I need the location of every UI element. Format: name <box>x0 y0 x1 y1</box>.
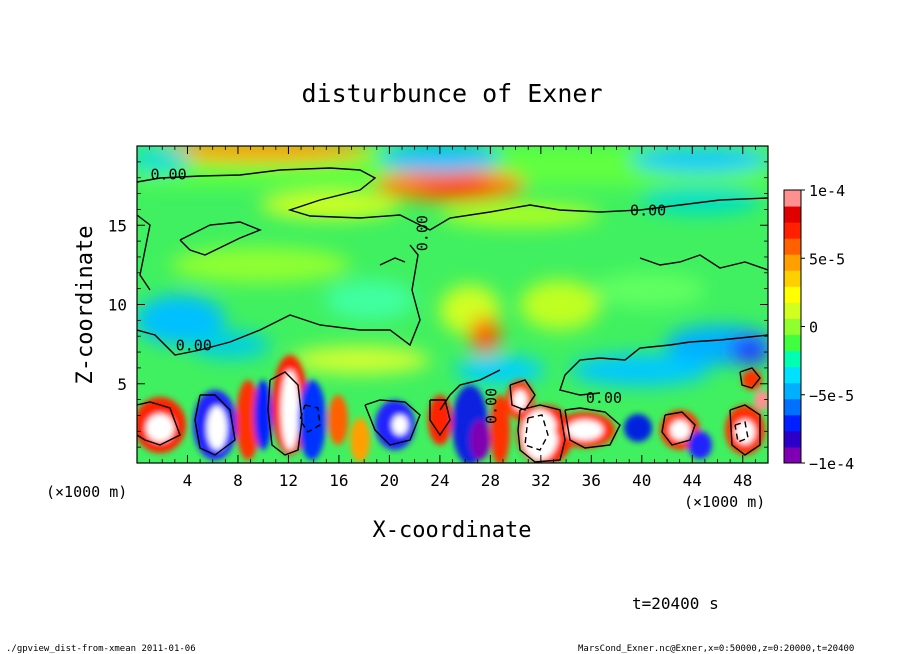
colorbar-swatch <box>784 302 801 319</box>
contour-line <box>517 404 566 463</box>
contour-line <box>137 214 151 291</box>
colorbar-swatch <box>784 398 801 416</box>
colorbar-swatch <box>784 238 801 255</box>
colorbar-swatch <box>784 206 801 223</box>
contour-line <box>559 334 768 396</box>
contour-label: 0.00 <box>630 202 666 220</box>
contour-label: 0.00 <box>413 215 431 251</box>
contour-label: 0.00 <box>483 388 501 424</box>
contour-line <box>509 379 536 411</box>
contour-line <box>267 371 303 456</box>
footer-right: MarsCond_Exner.nc@Exner,x=0:50000,z=0:20… <box>578 644 854 654</box>
contour-label: 0.00 <box>586 389 622 407</box>
contour-line <box>729 404 761 456</box>
x-tick-label: 4 <box>183 471 193 490</box>
contour-line-negative <box>299 404 321 433</box>
heatmap-field <box>137 146 768 386</box>
x-tick-label: 8 <box>233 471 243 490</box>
contour-line <box>179 221 262 256</box>
contour-line <box>194 394 236 456</box>
contour-label: 0.00 <box>176 336 212 354</box>
x-tick-label: 16 <box>329 471 348 490</box>
footer-left: ./gpview_dist-from-xmean 2011-01-06 <box>6 644 196 654</box>
colorbar-swatch <box>784 270 801 287</box>
x-tick-label: 24 <box>430 471 449 490</box>
contour-line <box>137 244 421 356</box>
contour-line <box>661 411 696 446</box>
contour-line <box>137 401 181 446</box>
x-tick-label: 36 <box>582 471 601 490</box>
colorbar-label: −1e-4 <box>809 455 854 473</box>
y-tick-label: 10 <box>108 296 127 315</box>
colorbar-swatch <box>784 222 801 239</box>
contour-line <box>429 399 451 437</box>
colorbar-swatch <box>784 190 801 207</box>
x-tick-label: 40 <box>632 471 651 490</box>
x-axis: 4 8 12 16 20 24 28 32 36 40 44 48 <box>149 146 756 490</box>
contour-label: 0.00 <box>150 165 186 183</box>
contour-line <box>137 167 768 231</box>
contour-line <box>439 369 501 411</box>
y-tick-label: 5 <box>117 375 127 394</box>
chart-title: disturbunce of Exner <box>301 79 602 108</box>
contour-lines <box>137 167 768 463</box>
colorbar-label: 5e-5 <box>809 250 845 268</box>
colorbar-swatch <box>784 446 801 464</box>
contour-line-negative <box>524 414 549 451</box>
colorbar-swatch <box>784 366 801 384</box>
x-tick-label: 12 <box>279 471 298 490</box>
contour-line <box>379 257 406 266</box>
x-tick-label: 44 <box>683 471 702 490</box>
x-unit-right: (×1000 m) <box>684 493 765 511</box>
contour-line <box>639 254 768 271</box>
colorbar-label: 0 <box>809 319 818 337</box>
colorbar-swatch <box>784 382 801 400</box>
colorbar-swatch <box>784 350 801 368</box>
colorbar-swatch <box>784 334 801 352</box>
colorbar-swatch <box>784 286 801 303</box>
contour-line <box>739 367 761 389</box>
colorbar-swatch <box>784 430 801 448</box>
y-tick-label: 15 <box>108 216 127 235</box>
colorbar-swatch <box>784 318 801 336</box>
colorbar: 1e-4 5e-5 0 −5e-5 −1e-4 <box>783 182 854 473</box>
colorbar-label: 1e-4 <box>809 182 845 200</box>
time-label: t=20400 s <box>632 594 719 613</box>
colorbar-swatch <box>784 254 801 271</box>
x-tick-label: 28 <box>481 471 500 490</box>
contour-line-negative <box>734 421 749 443</box>
x-unit-left: (×1000 m) <box>46 483 127 501</box>
y-axis: 5 10 15 <box>108 161 768 448</box>
contour-line <box>364 399 421 446</box>
plot-area <box>137 146 768 463</box>
x-tick-label: 32 <box>531 471 550 490</box>
colorbar-swatch <box>784 414 801 432</box>
y-axis-label: Z-coordinate <box>73 226 98 385</box>
x-axis-label: X-coordinate <box>373 518 532 543</box>
x-tick-label: 48 <box>733 471 752 490</box>
x-tick-label: 20 <box>380 471 399 490</box>
colorbar-label: −5e-5 <box>809 387 854 405</box>
contour-line <box>564 407 621 449</box>
contour-labels: 0.00 0.00 0.00 0.00 0.00 0.00 <box>150 165 666 424</box>
